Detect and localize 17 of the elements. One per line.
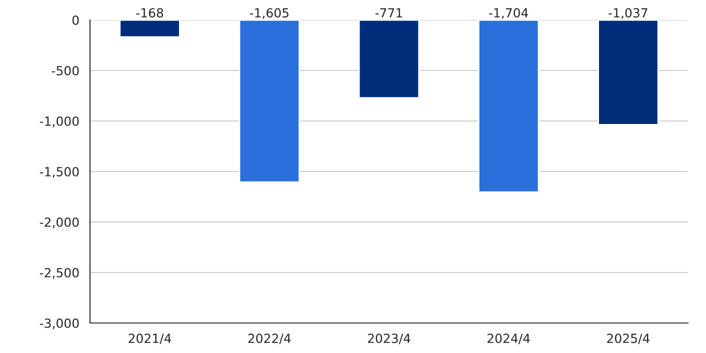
- data-label: -1,605: [250, 8, 288, 19]
- x-tick-label: 2022/4: [248, 334, 291, 344]
- y-tick-label: 0: [72, 15, 79, 25]
- data-label: -1,704: [489, 8, 528, 19]
- y-tick-label: -500: [52, 66, 79, 76]
- data-label: -1,037: [608, 8, 648, 19]
- data-label: -771: [375, 8, 402, 18]
- y-tick-label: -1,000: [40, 116, 79, 128]
- x-tick-label: 2021/4: [128, 334, 172, 344]
- x-tick-label: 2024/4: [488, 334, 530, 344]
- y-tick-label: -2,500: [40, 268, 79, 279]
- x-tick-label: 2023/4: [368, 334, 410, 344]
- y-tick-label: -1,500: [40, 166, 79, 178]
- data-label: -168: [136, 8, 164, 18]
- x-tick-label: 2025/4: [607, 334, 650, 344]
- y-tick-label: -2,000: [40, 217, 79, 228]
- y-tick-label: -3,000: [40, 318, 79, 330]
